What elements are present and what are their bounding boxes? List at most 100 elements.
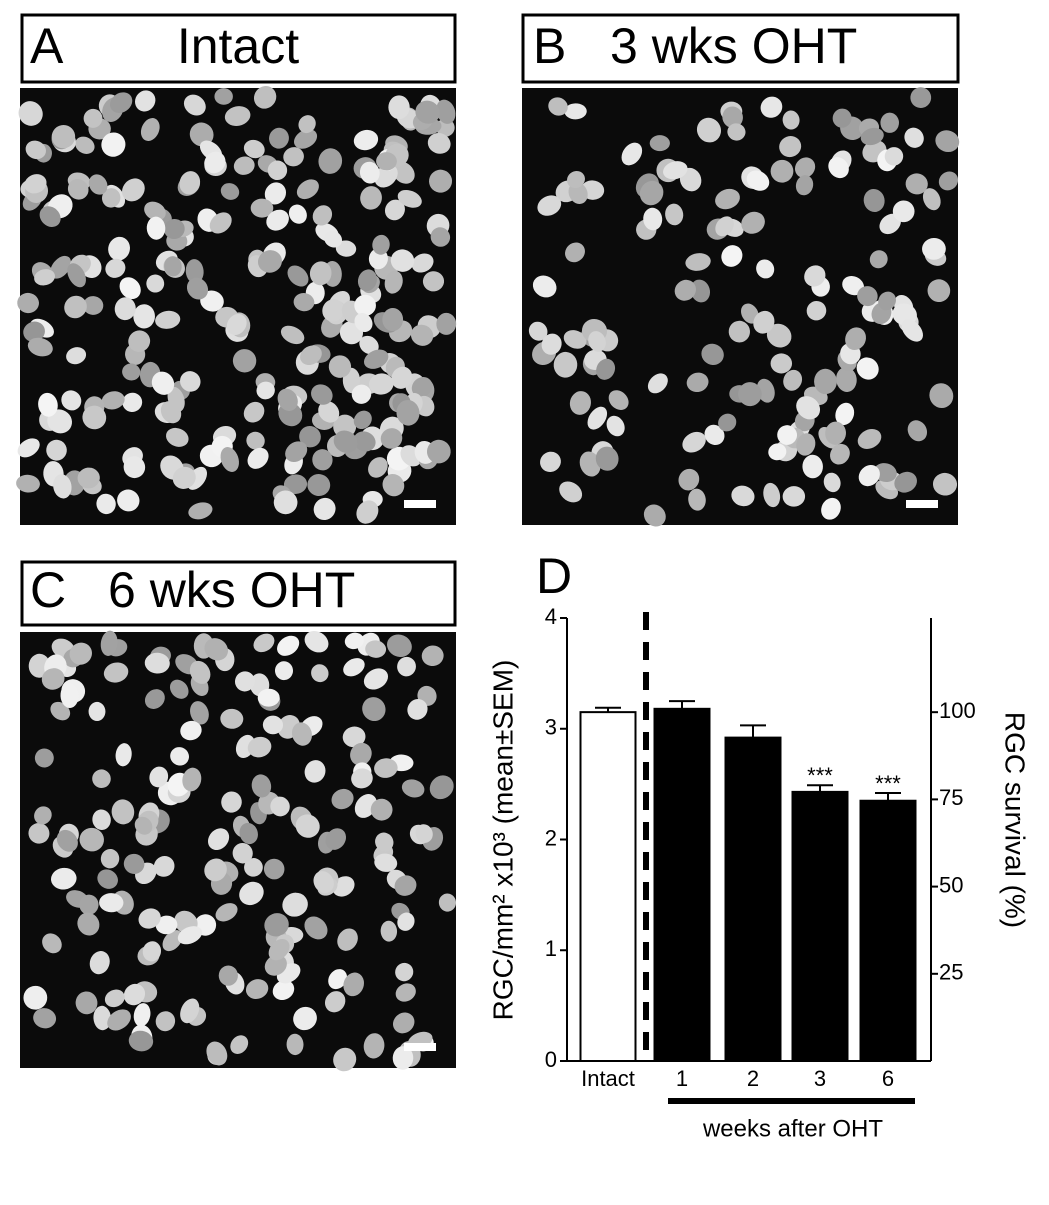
nucleus (343, 658, 365, 677)
nucleus (39, 206, 61, 227)
nucleus (766, 323, 792, 348)
nucleus (318, 401, 340, 423)
nucleus (209, 212, 232, 234)
nucleus (324, 230, 343, 248)
panel-letter: C (30, 562, 66, 618)
nucleus (309, 261, 332, 286)
nucleus (269, 127, 289, 149)
nucleus (863, 188, 885, 213)
nucleus (17, 292, 39, 314)
nucleus (177, 926, 203, 945)
nucleus (155, 1011, 176, 1032)
nucleus (372, 234, 390, 255)
nucleus (718, 413, 737, 432)
nucleus (262, 715, 284, 735)
nucleus (144, 201, 166, 221)
nucleus (244, 858, 263, 877)
y2-axis-label: RGC survival (%) (1000, 712, 1031, 928)
x-tick-label: 2 (747, 1066, 759, 1091)
nucleus (83, 296, 104, 315)
nucleus (777, 425, 798, 445)
nucleus (34, 269, 55, 286)
nucleus (267, 160, 288, 181)
nucleus (34, 748, 54, 768)
nucleus (257, 250, 282, 273)
nucleus (430, 227, 451, 247)
nucleus (114, 297, 136, 321)
nucleus (88, 174, 108, 195)
nucleus (566, 170, 585, 189)
bar (653, 707, 711, 1062)
micrograph (20, 630, 457, 1072)
nucleus (274, 661, 294, 681)
nucleus (16, 474, 40, 493)
nucleus (643, 504, 666, 527)
nucleus (587, 406, 608, 430)
nucleus (606, 415, 625, 437)
nucleus (100, 848, 120, 869)
nucleus (741, 211, 765, 234)
nucleus (374, 853, 398, 872)
nucleus (264, 954, 287, 976)
nucleus (596, 358, 616, 380)
nucleus (277, 388, 298, 411)
nucleus (796, 433, 816, 456)
nucleus (768, 443, 787, 461)
nucleus (239, 822, 258, 845)
nucleus (220, 447, 239, 472)
nucleus (351, 768, 373, 789)
nucleus (304, 760, 326, 783)
nucleus (391, 366, 413, 389)
nucleus (299, 425, 321, 448)
nucleus (293, 293, 315, 312)
nucleus (311, 384, 333, 405)
nucleus (333, 430, 358, 453)
nucleus (215, 903, 238, 922)
nucleus (354, 294, 376, 317)
nucleus (164, 256, 182, 277)
nucleus (101, 188, 121, 208)
nucleus (34, 806, 52, 825)
nucleus (138, 908, 161, 929)
nucleus (537, 195, 562, 216)
nucleus (75, 136, 95, 154)
y2-tick-label: 25 (939, 960, 963, 985)
nucleus (407, 699, 428, 720)
nucleus (333, 1047, 357, 1072)
nucleus (904, 127, 924, 148)
nucleus (392, 1046, 414, 1070)
nucleus (858, 464, 880, 487)
nucleus (56, 829, 78, 852)
nucleus (331, 788, 354, 810)
nucleus (688, 488, 706, 511)
nucleus (283, 147, 304, 167)
nucleus (133, 304, 155, 329)
nucleus (151, 371, 175, 395)
scale-bar (906, 500, 938, 508)
nucleus (569, 391, 591, 415)
nucleus (647, 373, 668, 394)
nucleus (277, 635, 300, 656)
nucleus (27, 337, 53, 357)
nucleus (415, 100, 440, 124)
nucleus (243, 139, 265, 159)
nucleus (88, 701, 106, 722)
nucleus (722, 106, 743, 128)
nucleus (728, 320, 750, 343)
nucleus (344, 632, 364, 650)
nucleus (170, 747, 189, 766)
nucleus (232, 349, 257, 373)
nucleus (185, 259, 204, 284)
nucleus (101, 132, 126, 157)
nucleus (245, 979, 269, 1000)
nucleus (541, 333, 562, 355)
nucleus (892, 200, 915, 223)
nucleus (857, 286, 878, 307)
nucleus (313, 497, 336, 521)
nucleus (795, 175, 814, 196)
nucleus (51, 867, 77, 890)
title-box (521, 13, 960, 84)
nucleus (92, 809, 111, 830)
nucleus (397, 656, 416, 677)
